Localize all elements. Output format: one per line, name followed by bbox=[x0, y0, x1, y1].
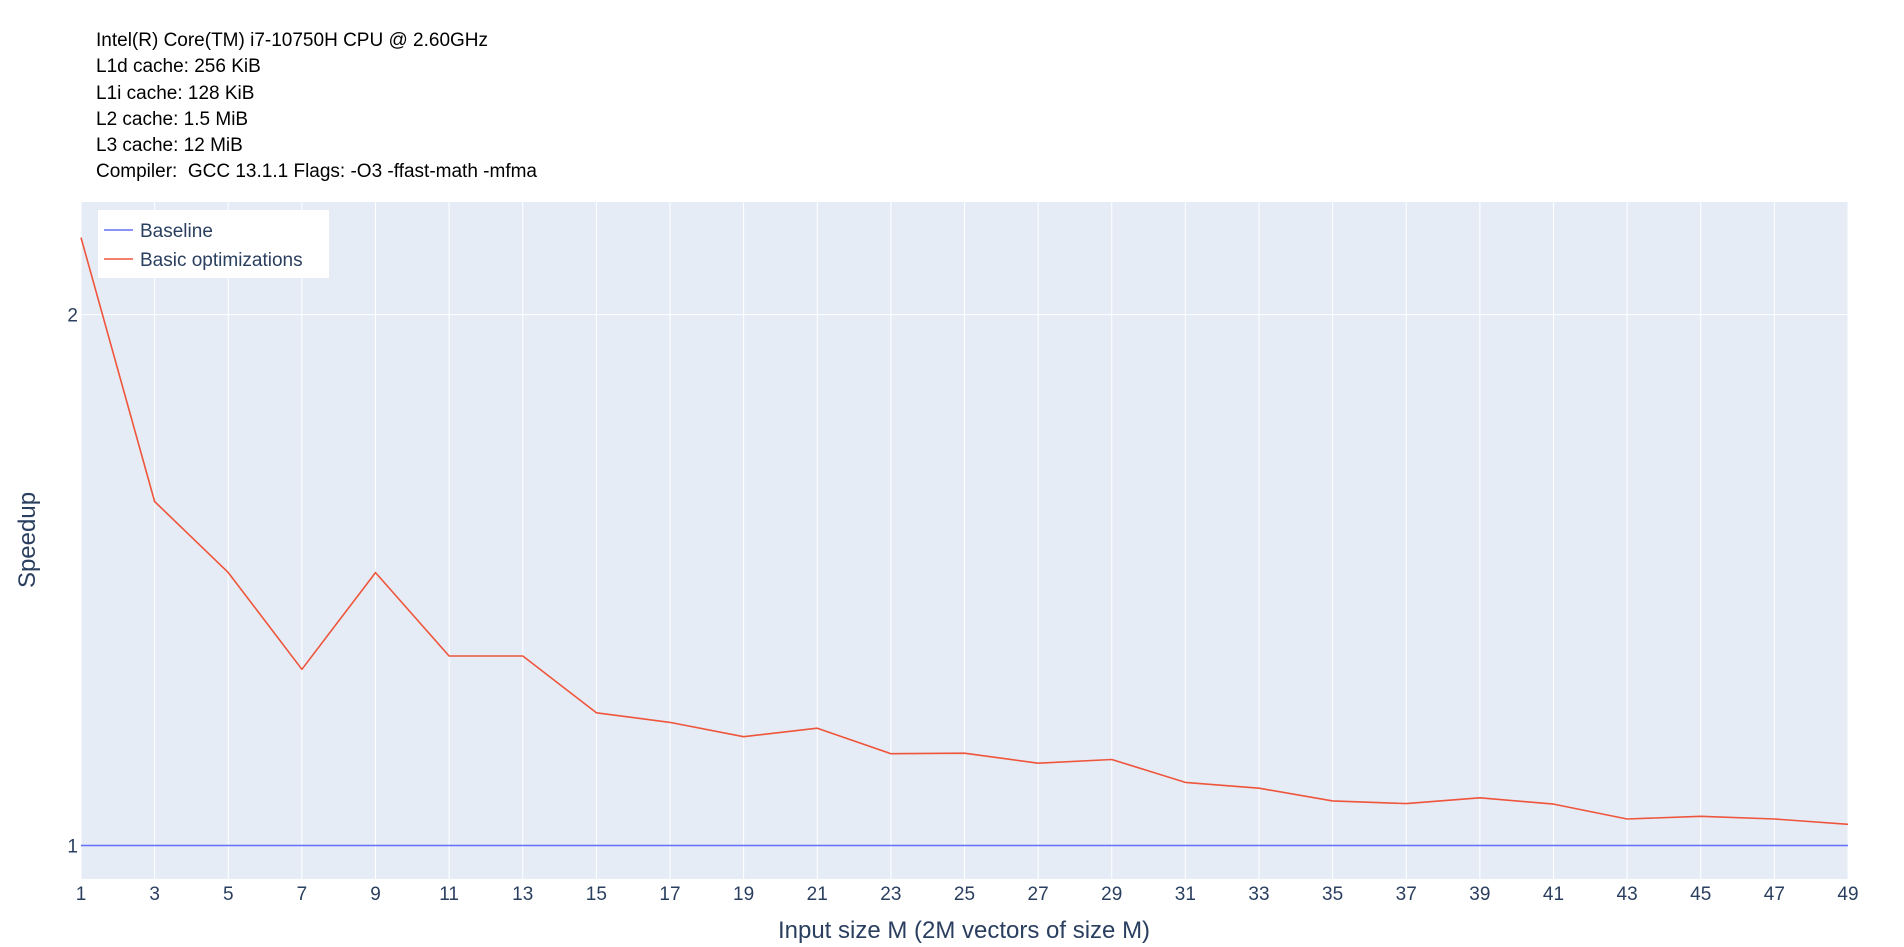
x-tick-label: 7 bbox=[297, 884, 308, 905]
x-tick-label: 37 bbox=[1396, 884, 1417, 905]
x-tick-label: 25 bbox=[954, 884, 975, 905]
x-tick-label: 1 bbox=[76, 884, 87, 905]
x-axis-ticks: 1 3 5 7 9 11 13 15 17 19 21 23 25 27 29 31 33 35 37 39 41 43 4… bbox=[76, 884, 1859, 905]
x-tick-label: 45 bbox=[1690, 884, 1711, 905]
x-tick-label: 23 bbox=[880, 884, 901, 905]
x-tick-label: 15 bbox=[586, 884, 607, 905]
info-line: L1i cache: 128 KiB bbox=[96, 82, 255, 104]
x-tick-label: 13 bbox=[512, 884, 533, 905]
series-layer bbox=[80, 237, 1849, 847]
legend-entry-0: Baseline bbox=[140, 221, 213, 242]
legend-box bbox=[98, 210, 329, 278]
info-line: L1d cache: 256 KiB bbox=[96, 56, 261, 78]
y-tick-label: 2 bbox=[67, 306, 78, 327]
y-axis-title: Speedup bbox=[14, 492, 41, 588]
series-line-1 bbox=[80, 237, 1849, 826]
x-tick-label: 31 bbox=[1175, 884, 1196, 905]
info-line: L3 cache: 12 MiB bbox=[96, 135, 243, 157]
info-line: L2 cache: 1.5 MiB bbox=[96, 108, 249, 130]
x-tick-label: 19 bbox=[733, 884, 754, 905]
x-tick-label: 5 bbox=[223, 884, 234, 905]
x-tick-label: 47 bbox=[1764, 884, 1785, 905]
x-tick-label: 27 bbox=[1028, 884, 1049, 905]
x-tick-label: 11 bbox=[439, 884, 459, 905]
x-tick-label: 29 bbox=[1101, 884, 1122, 905]
x-tick-label: 21 bbox=[807, 884, 828, 905]
legend-entry-1: Basic optimizations bbox=[140, 250, 303, 271]
x-tick-label: 35 bbox=[1322, 884, 1343, 905]
x-tick-label: 9 bbox=[370, 884, 381, 905]
x-axis-title: Input size M (2M vectors of size M) bbox=[778, 917, 1150, 944]
system-info: Intel(R) Core(TM) i7-10750H CPU @ 2.60GH… bbox=[96, 28, 537, 186]
x-tick-label: 43 bbox=[1617, 884, 1638, 905]
x-tick-label: 39 bbox=[1469, 884, 1490, 905]
legend: Baseline Basic optimizations bbox=[98, 210, 329, 278]
info-line: Intel(R) Core(TM) i7-10750H CPU @ 2.60GH… bbox=[96, 30, 489, 51]
y-tick-label: 1 bbox=[67, 837, 78, 858]
x-tick-label: 41 bbox=[1543, 884, 1564, 905]
x-tick-label: 49 bbox=[1837, 884, 1858, 905]
gridlines bbox=[80, 202, 1849, 879]
x-tick-label: 33 bbox=[1248, 884, 1269, 905]
info-line: Compiler: GCC 13.1.1 Flags: -O3 -ffast-m… bbox=[96, 161, 537, 183]
y-axis-ticks: 12 bbox=[67, 306, 78, 858]
x-tick-label: 3 bbox=[149, 884, 160, 905]
x-tick-label: 17 bbox=[659, 884, 680, 905]
